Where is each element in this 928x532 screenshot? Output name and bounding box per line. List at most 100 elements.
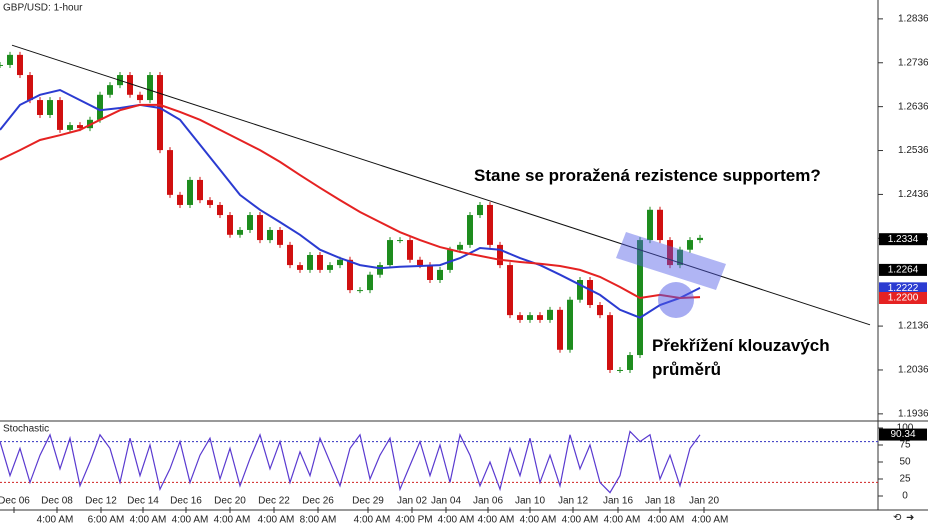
x-tick-label: Dec 06 [0,496,30,507]
highlight-band [616,232,726,290]
candle [307,254,313,270]
title-bg [0,0,92,14]
highlight-circle [658,282,694,318]
icon[interactable]: ➜ [906,513,914,524]
price-tag [879,233,927,246]
time-tick-label: 4:00 AM [520,515,557,526]
x-tick-label: Jan 16 [603,496,633,507]
candle [157,75,163,151]
candle [417,259,423,266]
trendline [11,44,871,326]
candle [167,150,173,195]
candle [197,179,203,201]
y-tick-label: 0 [902,491,908,502]
y-tick-label: 1.2036 [898,365,928,376]
moving-average [0,103,701,300]
candle [267,229,273,241]
candle [527,315,533,320]
candle [577,280,583,300]
time-tick-label: 4:00 AM [604,515,641,526]
candle [17,54,23,76]
time-tick-label: 4:00 AM [258,515,295,526]
x-tick-label: Jan 02 [397,496,427,507]
time-tick-label: 6:00 AM [88,515,125,526]
candle [467,215,473,245]
candle [287,244,293,266]
candle [337,259,343,266]
x-tick-label: Dec 29 [352,496,384,507]
candle [437,269,443,280]
x-tick-label: Dec 16 [170,496,202,507]
x-tick-label: Dec 26 [302,496,334,507]
x-tick-label: Dec 14 [127,496,159,507]
candle [7,54,13,65]
candle [357,290,363,292]
y-tick-label: 100 [897,423,914,434]
time-tick-label: 4:00 AM [562,515,599,526]
candle [137,94,143,101]
time-tick-label: 4:00 AM [37,515,74,526]
price-tag-label: 90.34 [890,429,915,440]
y-tick-label: 1.2836 [898,14,928,25]
candle [457,244,463,250]
price-tag [879,291,927,304]
candle [617,369,623,371]
candle [0,64,3,66]
time-tick-label: 4:00 PM [395,515,432,526]
candle [587,280,593,306]
candle [37,100,43,115]
candle [477,204,483,216]
icon[interactable]: ⟲ [893,513,902,524]
candle [427,265,433,280]
time-tick-label: 4:00 AM [172,515,209,526]
candle [147,75,153,101]
candle [217,204,223,216]
candle [697,237,703,241]
x-tick-label: Jan 18 [645,496,675,507]
candle [407,240,413,260]
y-tick-label: 1.2436 [898,189,928,200]
price-tag [879,263,927,276]
x-tick-label: Jan 10 [515,496,545,507]
candle [627,355,633,370]
y-tick-label: 25 [899,474,911,485]
time-tick-label: 4:00 AM [438,515,475,526]
time-tick-label: 4:00 AM [354,515,391,526]
chart-title: GBP/USD: 1-hour [3,3,83,14]
candle [317,254,323,270]
x-tick-label: Jan 12 [558,496,588,507]
marks: 1.28361.27361.26361.25361.24361.23361.21… [0,14,928,526]
candle [447,249,453,270]
candle [107,85,113,95]
candle [257,215,263,241]
candle [207,200,213,205]
candle [297,265,303,270]
candle [497,244,503,266]
time-tick-label: 4:00 AM [648,515,685,526]
candle [177,194,183,205]
time-tick-label: 4:00 AM [478,515,515,526]
candle [237,229,243,235]
candle [597,305,603,316]
candle [97,94,103,120]
candle [327,265,333,270]
price-tag [879,428,927,441]
stochastic-line [0,430,701,494]
annotation: Stane se proražená rezistence supportem? [474,166,821,185]
candle [247,215,253,230]
y-tick-label: 1.1936 [898,408,928,419]
candle [227,215,233,235]
candle [77,125,83,129]
price-tag [879,282,927,295]
y-tick-label: 1.2136 [898,321,928,332]
candle [667,240,673,266]
time-tick-label: 4:00 AM [130,515,167,526]
x-tick-label: Dec 22 [258,496,290,507]
moving-average [0,88,701,319]
candle [367,274,373,291]
candle [677,249,683,266]
candle [397,240,403,242]
candle [567,299,573,350]
